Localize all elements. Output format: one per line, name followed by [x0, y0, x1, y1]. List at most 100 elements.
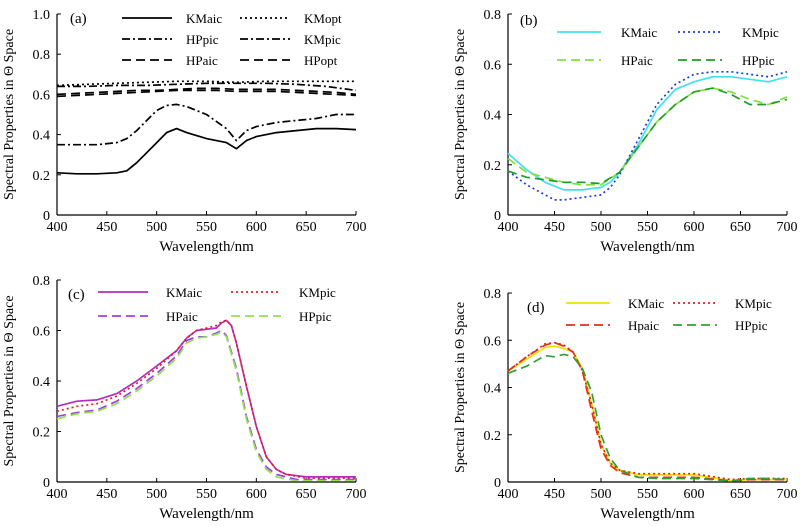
- series-line: [507, 353, 788, 482]
- legend-label: Hpaic: [628, 318, 659, 333]
- legend-label: KMaic: [628, 296, 664, 311]
- y-tick-label: 0.2: [484, 429, 502, 444]
- x-tick-label: 400: [498, 220, 519, 235]
- y-tick-label: 0.4: [484, 382, 502, 397]
- y-tick-label: 0: [43, 476, 50, 491]
- legend-label: KMaic: [621, 25, 657, 40]
- x-tick-label: 550: [637, 220, 658, 235]
- legend-label: HPaic: [621, 53, 653, 68]
- panel-label: (a): [70, 11, 87, 27]
- series-line: [57, 103, 356, 146]
- x-tick-label: 400: [498, 487, 519, 502]
- series-line: [56, 329, 356, 481]
- legend-label: KMopt: [304, 11, 342, 26]
- legend-label: HPaic: [186, 53, 218, 68]
- chart-panel: 400 450 500 550 600 650 700 0 0.2 0.4 0.6 0.8 Wavele…: [453, 8, 798, 255]
- y-tick-label: 0.2: [33, 169, 51, 184]
- x-tick-label: 500: [146, 487, 167, 502]
- panel-label: (d): [527, 300, 545, 316]
- y-tick-label: 0.4: [33, 375, 51, 390]
- y-tick-label: 1.0: [33, 8, 51, 23]
- x-tick-label: 500: [591, 220, 612, 235]
- y-tick-label: 0.8: [484, 287, 502, 302]
- x-tick-label: 550: [196, 220, 217, 235]
- x-tick-label: 700: [346, 220, 367, 235]
- y-axis-label: Spectral Properties in Θ Space: [453, 29, 468, 200]
- y-tick-label: 0: [494, 476, 501, 491]
- x-axis-label: Wavelength/nm: [159, 506, 254, 522]
- chart-panel: 400 450 500 550 600 650 700 0 0.2 0.4 0.6 0.8 1.0 Wav…: [2, 8, 367, 255]
- y-tick-label: 0.6: [33, 88, 51, 103]
- legend-label: HPpic: [742, 53, 775, 68]
- x-tick-label: 400: [47, 487, 68, 502]
- y-tick-label: 0.6: [33, 325, 51, 340]
- panel-label: (b): [520, 13, 538, 29]
- legend-label: HPpic: [299, 309, 332, 324]
- legend-label: KMpic: [299, 285, 336, 300]
- x-tick-label: 500: [591, 487, 612, 502]
- x-tick-label: 700: [346, 487, 367, 502]
- legend-label: KMpic: [742, 25, 779, 40]
- y-tick-label: 0.2: [33, 426, 51, 441]
- x-tick-label: 600: [246, 220, 267, 235]
- legend-label: HPaic: [166, 309, 198, 324]
- x-tick-label: 600: [684, 487, 705, 502]
- x-tick-label: 650: [730, 487, 751, 502]
- y-tick-label: 0.8: [33, 48, 51, 63]
- legend-label: HPpic: [186, 32, 219, 47]
- x-tick-label: 700: [777, 220, 798, 235]
- legend-label: HPpic: [735, 318, 768, 333]
- legend-label: KMaic: [166, 285, 202, 300]
- legend-label: HPopt: [304, 53, 338, 68]
- legend-label: KMaic: [186, 11, 222, 26]
- series-line: [57, 82, 357, 92]
- series-line: [507, 345, 787, 482]
- x-tick-label: 600: [246, 487, 267, 502]
- series-line: [507, 87, 788, 186]
- y-tick-label: 0.8: [484, 8, 502, 23]
- y-tick-label: 0.4: [484, 109, 502, 124]
- y-tick-label: 0.4: [33, 129, 51, 144]
- x-tick-label: 650: [296, 487, 317, 502]
- panel-label: (c): [68, 287, 85, 303]
- y-tick-label: 0.8: [33, 274, 51, 289]
- series-line: [56, 319, 356, 478]
- x-tick-label: 450: [96, 487, 117, 502]
- x-tick-label: 650: [730, 220, 751, 235]
- series-line: [507, 341, 787, 482]
- series-line: [507, 75, 788, 191]
- x-axis-label: Wavelength/nm: [600, 506, 695, 522]
- x-tick-label: 600: [684, 220, 705, 235]
- x-tick-label: 450: [544, 220, 565, 235]
- x-tick-label: 550: [196, 487, 217, 502]
- legend-label: KMpic: [304, 32, 341, 47]
- y-axis-label: Spectral Properties in Θ Space: [2, 295, 17, 466]
- series-line: [56, 87, 357, 96]
- y-tick-label: 0: [494, 209, 501, 224]
- x-axis-label: Wavelength/nm: [600, 239, 695, 255]
- x-axis-label: Wavelength/nm: [159, 239, 254, 255]
- chart-panel: 400 450 500 550 600 650 700 0 0.2 0.4 0.6 0.8 Wavele…: [453, 287, 798, 522]
- x-tick-label: 500: [146, 220, 167, 235]
- series-line: [56, 330, 356, 482]
- legend-label: KMpic: [735, 296, 772, 311]
- y-tick-label: 0.6: [484, 334, 502, 349]
- series-line: [507, 87, 788, 185]
- series-line: [56, 319, 356, 480]
- x-tick-label: 700: [777, 487, 798, 502]
- chart-panel: 400 450 500 550 600 650 700 0 0.2 0.4 0.6 0.8 Wavele…: [2, 274, 367, 522]
- series-line: [56, 127, 357, 175]
- y-axis-label: Spectral Properties in Θ Space: [453, 302, 468, 473]
- y-tick-label: 0: [43, 209, 50, 224]
- x-tick-label: 450: [96, 220, 117, 235]
- x-tick-label: 450: [544, 487, 565, 502]
- y-tick-label: 0.6: [484, 58, 502, 73]
- x-tick-label: 400: [47, 220, 68, 235]
- y-axis-label: Spectral Properties in Θ Space: [2, 29, 17, 200]
- series-line: [507, 341, 787, 481]
- x-tick-label: 650: [296, 220, 317, 235]
- y-tick-label: 0.2: [484, 159, 502, 174]
- series-line: [56, 89, 357, 98]
- x-tick-label: 550: [637, 487, 658, 502]
